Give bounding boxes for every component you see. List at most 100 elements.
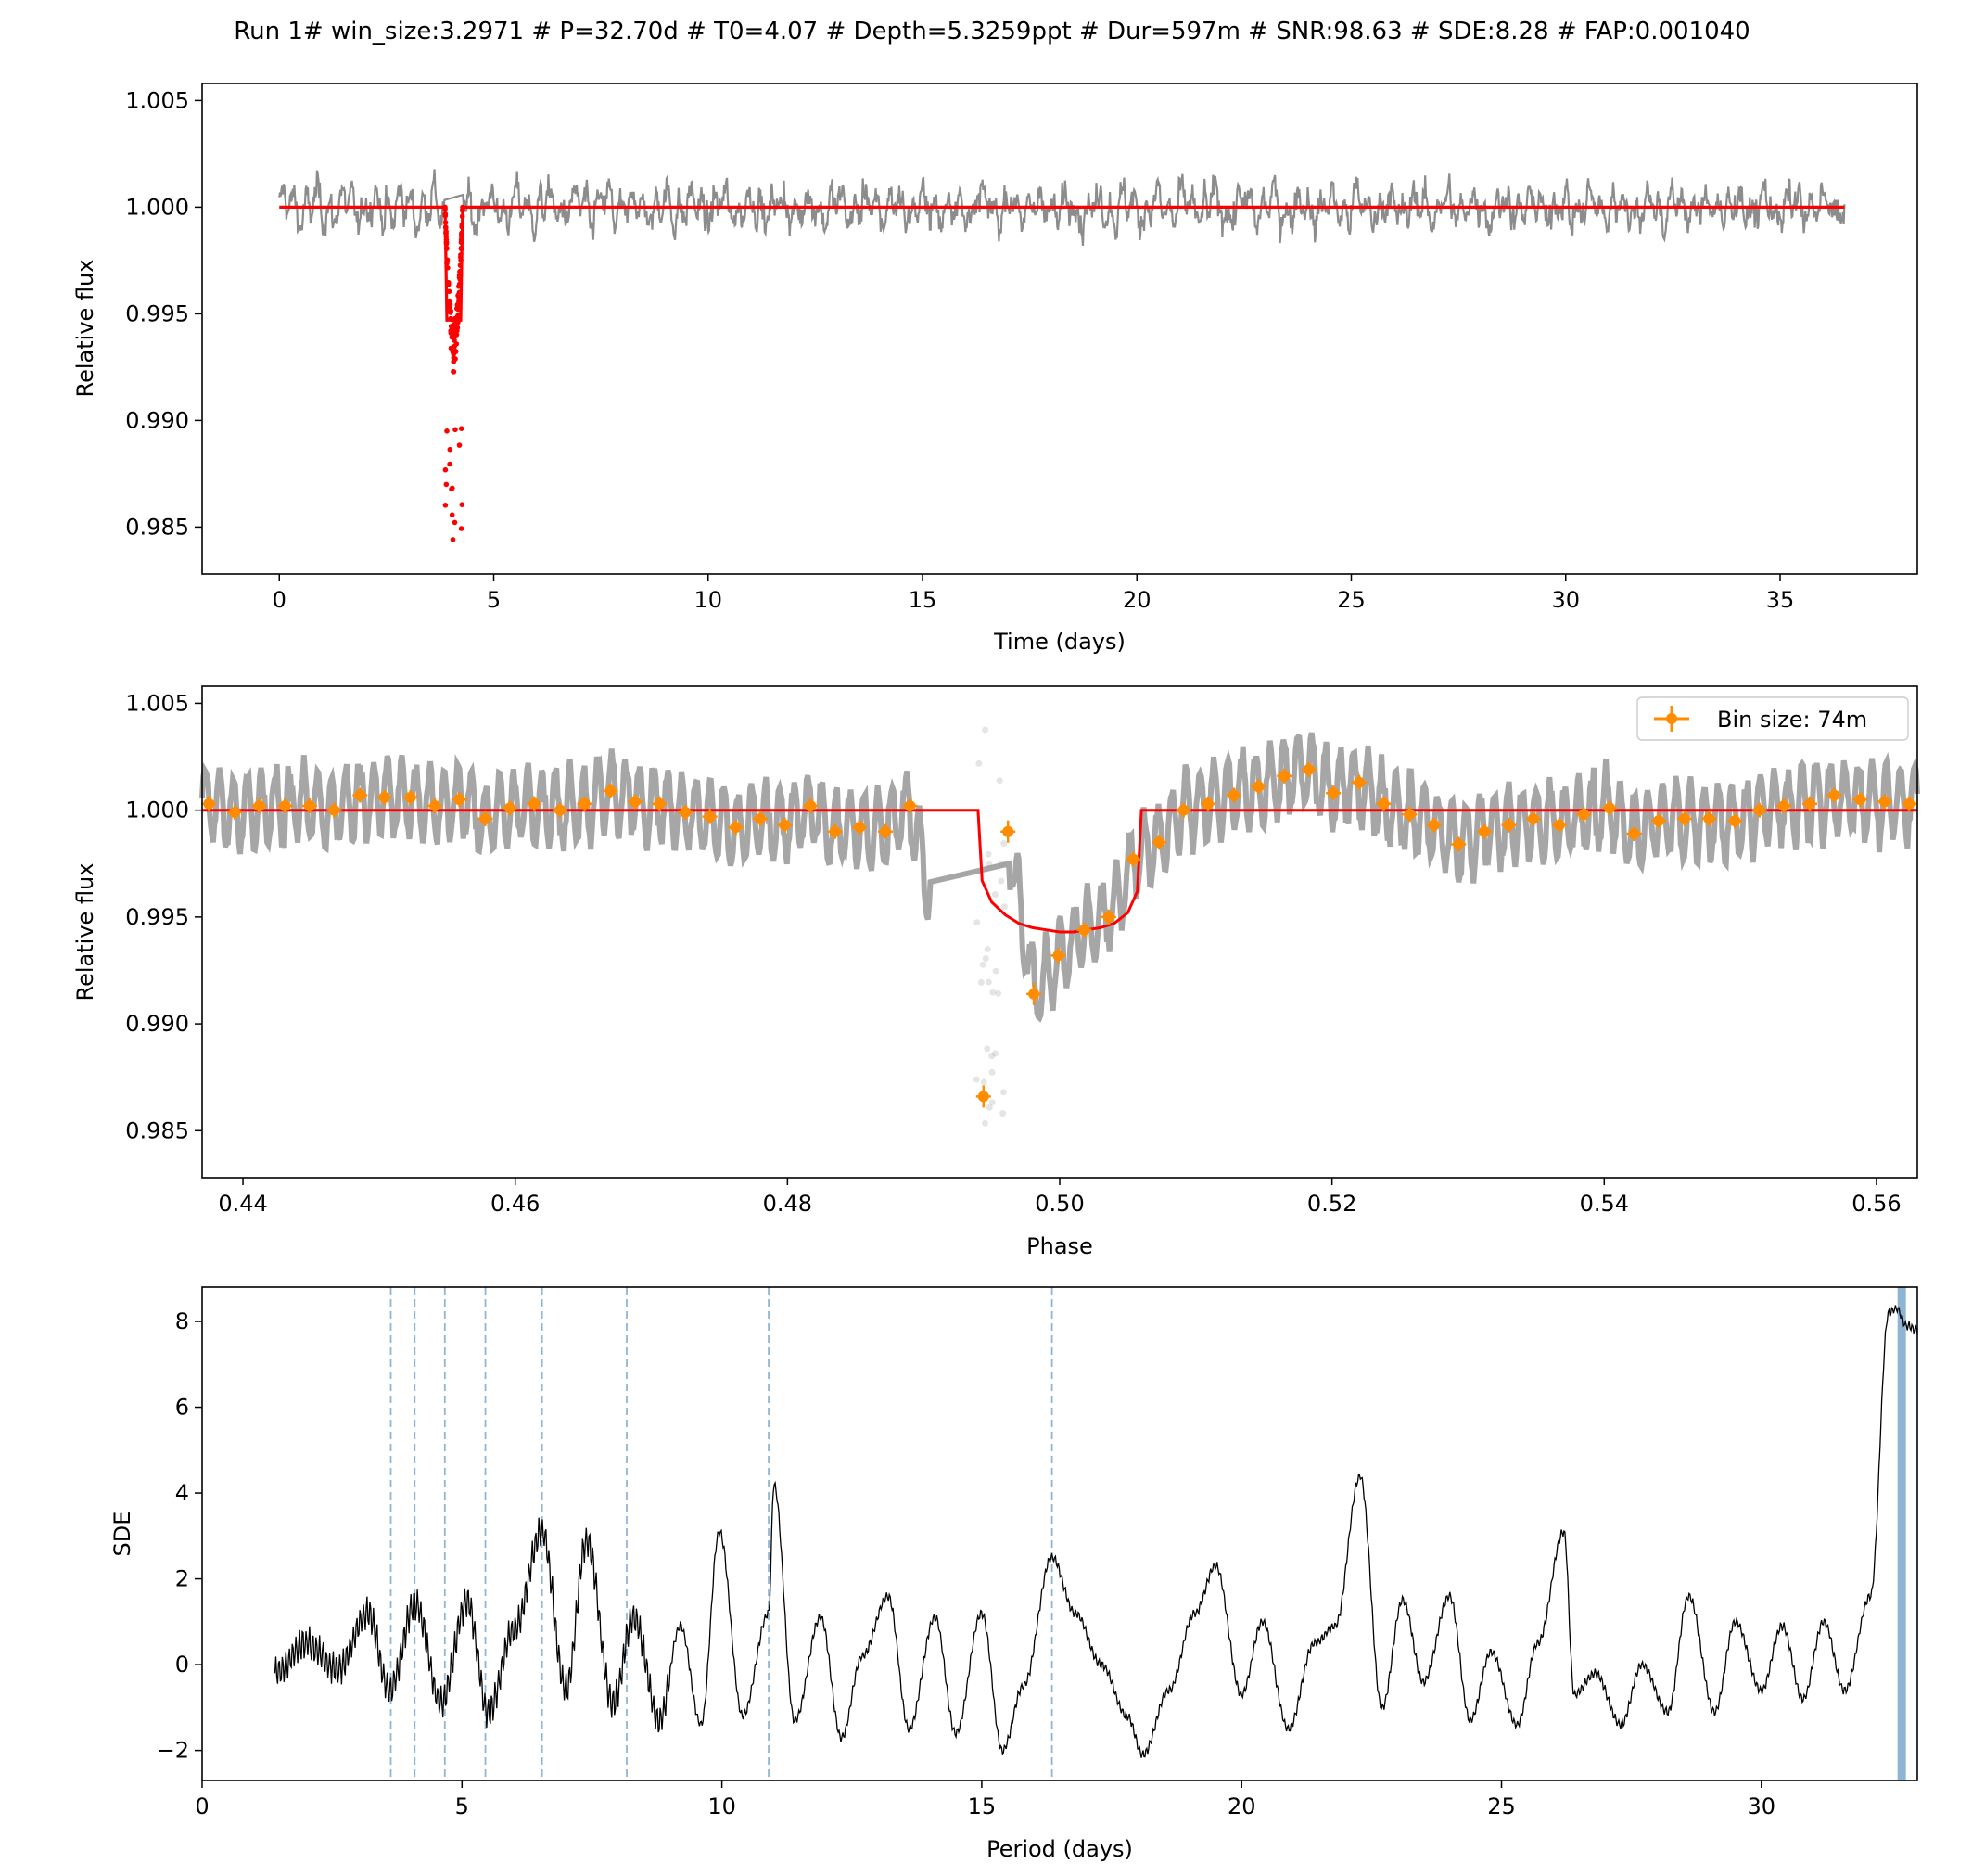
p1-y-tick-label: 1.000 [125, 194, 189, 220]
bin-point [479, 812, 491, 824]
bin-point [1177, 804, 1190, 816]
phase-outlier-point [998, 877, 1005, 885]
bin-point [1903, 798, 1915, 810]
bin-point [1202, 798, 1215, 810]
in-transit-point [444, 428, 450, 434]
phase-outlier-point [989, 989, 997, 996]
bin-point [503, 802, 515, 814]
phase-outlier-point [982, 955, 989, 962]
p1-y-tick-label: 1.005 [125, 87, 189, 113]
bin-point [1127, 853, 1139, 865]
bin-point [1778, 800, 1790, 812]
periodogram-x-label: Period (days) [986, 1836, 1133, 1862]
periodogram-panel: 0 5 10 15 20 25 30 −2 0 2 4 6 8 Period (days) SDE [109, 1286, 1918, 1862]
sde-periodogram-line [274, 1305, 1918, 1758]
p2-x-tick-label: 0.54 [1580, 1191, 1629, 1217]
bin-point [1279, 770, 1291, 782]
phase-outlier-point [988, 1099, 996, 1106]
in-transit-point [449, 325, 455, 331]
phase-data-trace [199, 732, 1920, 1023]
phase-y-label: Relative flux [72, 863, 98, 1002]
light-curve-panel: 0 5 10 15 20 25 30 35 0.985 0.990 0.995 1.000 1.005… [72, 83, 1918, 655]
p1-x-tick-label: 0 [273, 587, 286, 613]
phase-outlier-point [975, 759, 983, 767]
bin-point [977, 1091, 989, 1103]
bin-point [328, 804, 340, 816]
in-transit-point [454, 327, 460, 334]
bin-point [1102, 911, 1114, 923]
bin-point [1804, 798, 1816, 810]
p1-x-tick-label: 35 [1766, 587, 1795, 613]
in-transit-point [452, 427, 458, 433]
bin-point [779, 819, 791, 831]
in-transit-point [458, 526, 464, 531]
p2-x-tick-label: 0.48 [763, 1191, 812, 1217]
p2-x-tick-label: 0.50 [1035, 1191, 1084, 1217]
light-curve-model-line [279, 205, 1845, 322]
p3-y-tick-label: 6 [175, 1395, 189, 1421]
bin-point [1378, 798, 1390, 810]
in-transit-point [458, 426, 464, 432]
bin-point [1153, 836, 1165, 849]
bin-point [1479, 825, 1491, 837]
phase-outlier-point [995, 989, 1002, 997]
phase-outlier-point [979, 961, 986, 968]
bin-point [1078, 924, 1090, 936]
p2-y-tick-label: 0.995 [125, 904, 189, 930]
bin-point [680, 806, 692, 818]
phase-outlier-point [986, 861, 993, 868]
in-transit-point [447, 305, 452, 311]
p3-x-tick-label: 20 [1228, 1793, 1256, 1819]
p2-y-tick-label: 1.005 [125, 690, 189, 716]
p3-x-tick-label: 30 [1748, 1793, 1776, 1819]
bin-point [854, 822, 866, 834]
phase-outlier-point [996, 777, 1003, 785]
p3-x-tick-label: 0 [195, 1793, 209, 1819]
bin-point [1628, 828, 1640, 839]
phase-outlier-point [973, 1076, 980, 1083]
in-transit-point [452, 519, 458, 526]
p1-x-tick-label: 15 [909, 587, 937, 613]
p2-x-tick-label: 0.46 [490, 1191, 540, 1217]
bin-point [1453, 838, 1465, 850]
p1-x-tick-label: 20 [1123, 587, 1152, 613]
phase-outlier-point [992, 967, 999, 975]
in-transit-point [453, 324, 460, 330]
p3-x-tick-label: 15 [968, 1793, 997, 1819]
p3-x-tick-label: 5 [455, 1793, 469, 1819]
p2-y-tick-label: 0.985 [125, 1117, 189, 1143]
in-transit-point [451, 369, 457, 375]
p2-x-tick-label: 0.44 [218, 1191, 267, 1217]
light-curve-x-label: Time (days) [993, 629, 1126, 655]
bin-point [453, 794, 465, 806]
bin-point [279, 800, 291, 812]
in-transit-point [456, 442, 463, 448]
bin-point [1028, 988, 1040, 1000]
phase-outlier-point [1000, 840, 1008, 848]
p3-y-tick-label: 8 [175, 1308, 189, 1334]
light-curve-axes-frame [201, 83, 1918, 575]
bin-point [654, 798, 666, 810]
bin-point [730, 822, 742, 834]
p3-y-tick-label: −2 [157, 1738, 189, 1764]
legend-label: Bin size: 74m [1717, 707, 1867, 733]
p3-y-tick-label: 4 [175, 1480, 189, 1506]
bin-point [1002, 825, 1014, 837]
p1-y-tick-label: 0.990 [125, 407, 189, 433]
in-transit-point [450, 485, 455, 491]
phase-outlier-point [985, 978, 992, 986]
p2-y-tick-label: 0.990 [125, 1011, 189, 1037]
in-transit-point [443, 481, 450, 488]
bin-point [604, 785, 617, 797]
phase-outlier-point [977, 978, 985, 986]
bin-point [1553, 819, 1565, 831]
phase-model-line [202, 809, 1917, 934]
bin-point [404, 791, 416, 803]
bin-point [354, 789, 366, 801]
phase-folded-panel: 0.44 0.46 0.48 0.50 0.52 0.54 0.56 0.985 0.990 0… [72, 685, 1920, 1259]
p2-x-tick-label: 0.56 [1851, 1191, 1901, 1217]
bin-point [554, 804, 566, 816]
light-curve-y-label: Relative flux [72, 260, 98, 398]
phase-outlier-point [973, 919, 981, 926]
